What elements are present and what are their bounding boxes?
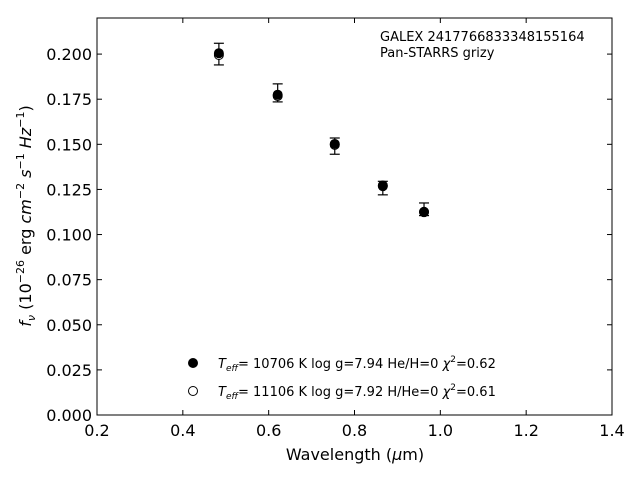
ticks-group: 0.2 0.4 0.6 0.8 1.0 1.2 1.4 0.000 0.025 0.050 0.07…	[46, 18, 625, 440]
legend: Teff= 10706 K log g=7.94 He/H=0 χ2=0.62 …	[188, 355, 496, 402]
legend-entry-2: Teff= 11106 K log g=7.92 H/He=0 χ2=0.61	[218, 383, 496, 402]
legend-1-val: =0.62	[456, 357, 496, 372]
y-label-s: s	[16, 170, 35, 183]
y-label-hz: Hz	[16, 127, 35, 153]
legend-1-sub: eff	[226, 364, 240, 374]
legend-2-t: T	[218, 385, 227, 400]
y-tick-label: 0.175	[46, 90, 92, 109]
point-filled	[419, 206, 430, 217]
x-tick-label: 0.6	[256, 421, 281, 440]
legend-2-sup: 2	[450, 383, 456, 393]
y-label-exp1: −26	[14, 260, 27, 283]
y-label-cm: cm	[16, 199, 35, 223]
x-axis-label-end: m)	[402, 445, 424, 464]
y-label-nu: ν	[25, 315, 38, 321]
y-tick-label: 0.200	[46, 45, 92, 64]
annotation-galex: GALEX 2417766833348155164	[380, 30, 585, 45]
point-filled	[213, 48, 224, 59]
legend-2-chi: χ	[442, 385, 452, 400]
y-axis-label: fν (10−26 erg cm−2 s−1 Hz−1)	[14, 105, 38, 326]
x-axis-label-mu: μ	[391, 445, 402, 464]
x-tick-label: 1.2	[513, 421, 538, 440]
y-tick-label: 0.075	[46, 271, 92, 290]
x-axis-label-main: Wavelength (	[286, 445, 392, 464]
data-points-group	[213, 42, 430, 218]
x-tick-label: 1.0	[428, 421, 453, 440]
y-tick-label: 0.000	[46, 406, 92, 425]
y-tick-label: 0.050	[46, 316, 92, 335]
x-axis-label: Wavelength (μm)	[286, 445, 424, 464]
y-tick-label: 0.100	[46, 226, 92, 245]
legend-marker-filled	[188, 358, 198, 368]
point-filled	[377, 180, 388, 191]
x-tick-label: 0.8	[342, 421, 367, 440]
annotation-panstarrs: Pan-STARRS grizy	[380, 46, 495, 61]
legend-1-rest: = 10706 K log g=7.94 He/H=0	[238, 357, 443, 372]
legend-entry-1: Teff= 10706 K log g=7.94 He/H=0 χ2=0.62	[218, 355, 496, 374]
legend-2-rest: = 11106 K log g=7.92 H/He=0	[238, 385, 443, 400]
legend-2-sub: eff	[226, 392, 240, 402]
plot-frame	[96, 17, 613, 416]
x-tick-label: 0.4	[170, 421, 195, 440]
x-tick-label: 0.2	[84, 421, 109, 440]
y-label-exp3: −1	[14, 153, 27, 169]
y-label-f: f	[16, 319, 35, 327]
y-label-exp2: −2	[14, 183, 27, 199]
legend-2-val: =0.61	[456, 385, 496, 400]
legend-1-chi: χ	[442, 357, 452, 372]
y-tick-label: 0.125	[46, 180, 92, 199]
legend-marker-open	[188, 386, 198, 396]
y-tick-label: 0.150	[46, 135, 92, 154]
point-filled	[329, 138, 340, 149]
y-label-erg: erg	[16, 224, 35, 260]
y-label-open: (10	[16, 283, 35, 315]
y-tick-label: 0.025	[46, 361, 92, 380]
legend-1-sup: 2	[450, 355, 456, 365]
y-label-exp4: −1	[14, 112, 27, 128]
x-tick-label: 1.4	[599, 421, 624, 440]
point-filled	[272, 89, 283, 100]
legend-1-t: T	[218, 357, 227, 372]
y-label-close: )	[16, 105, 35, 111]
